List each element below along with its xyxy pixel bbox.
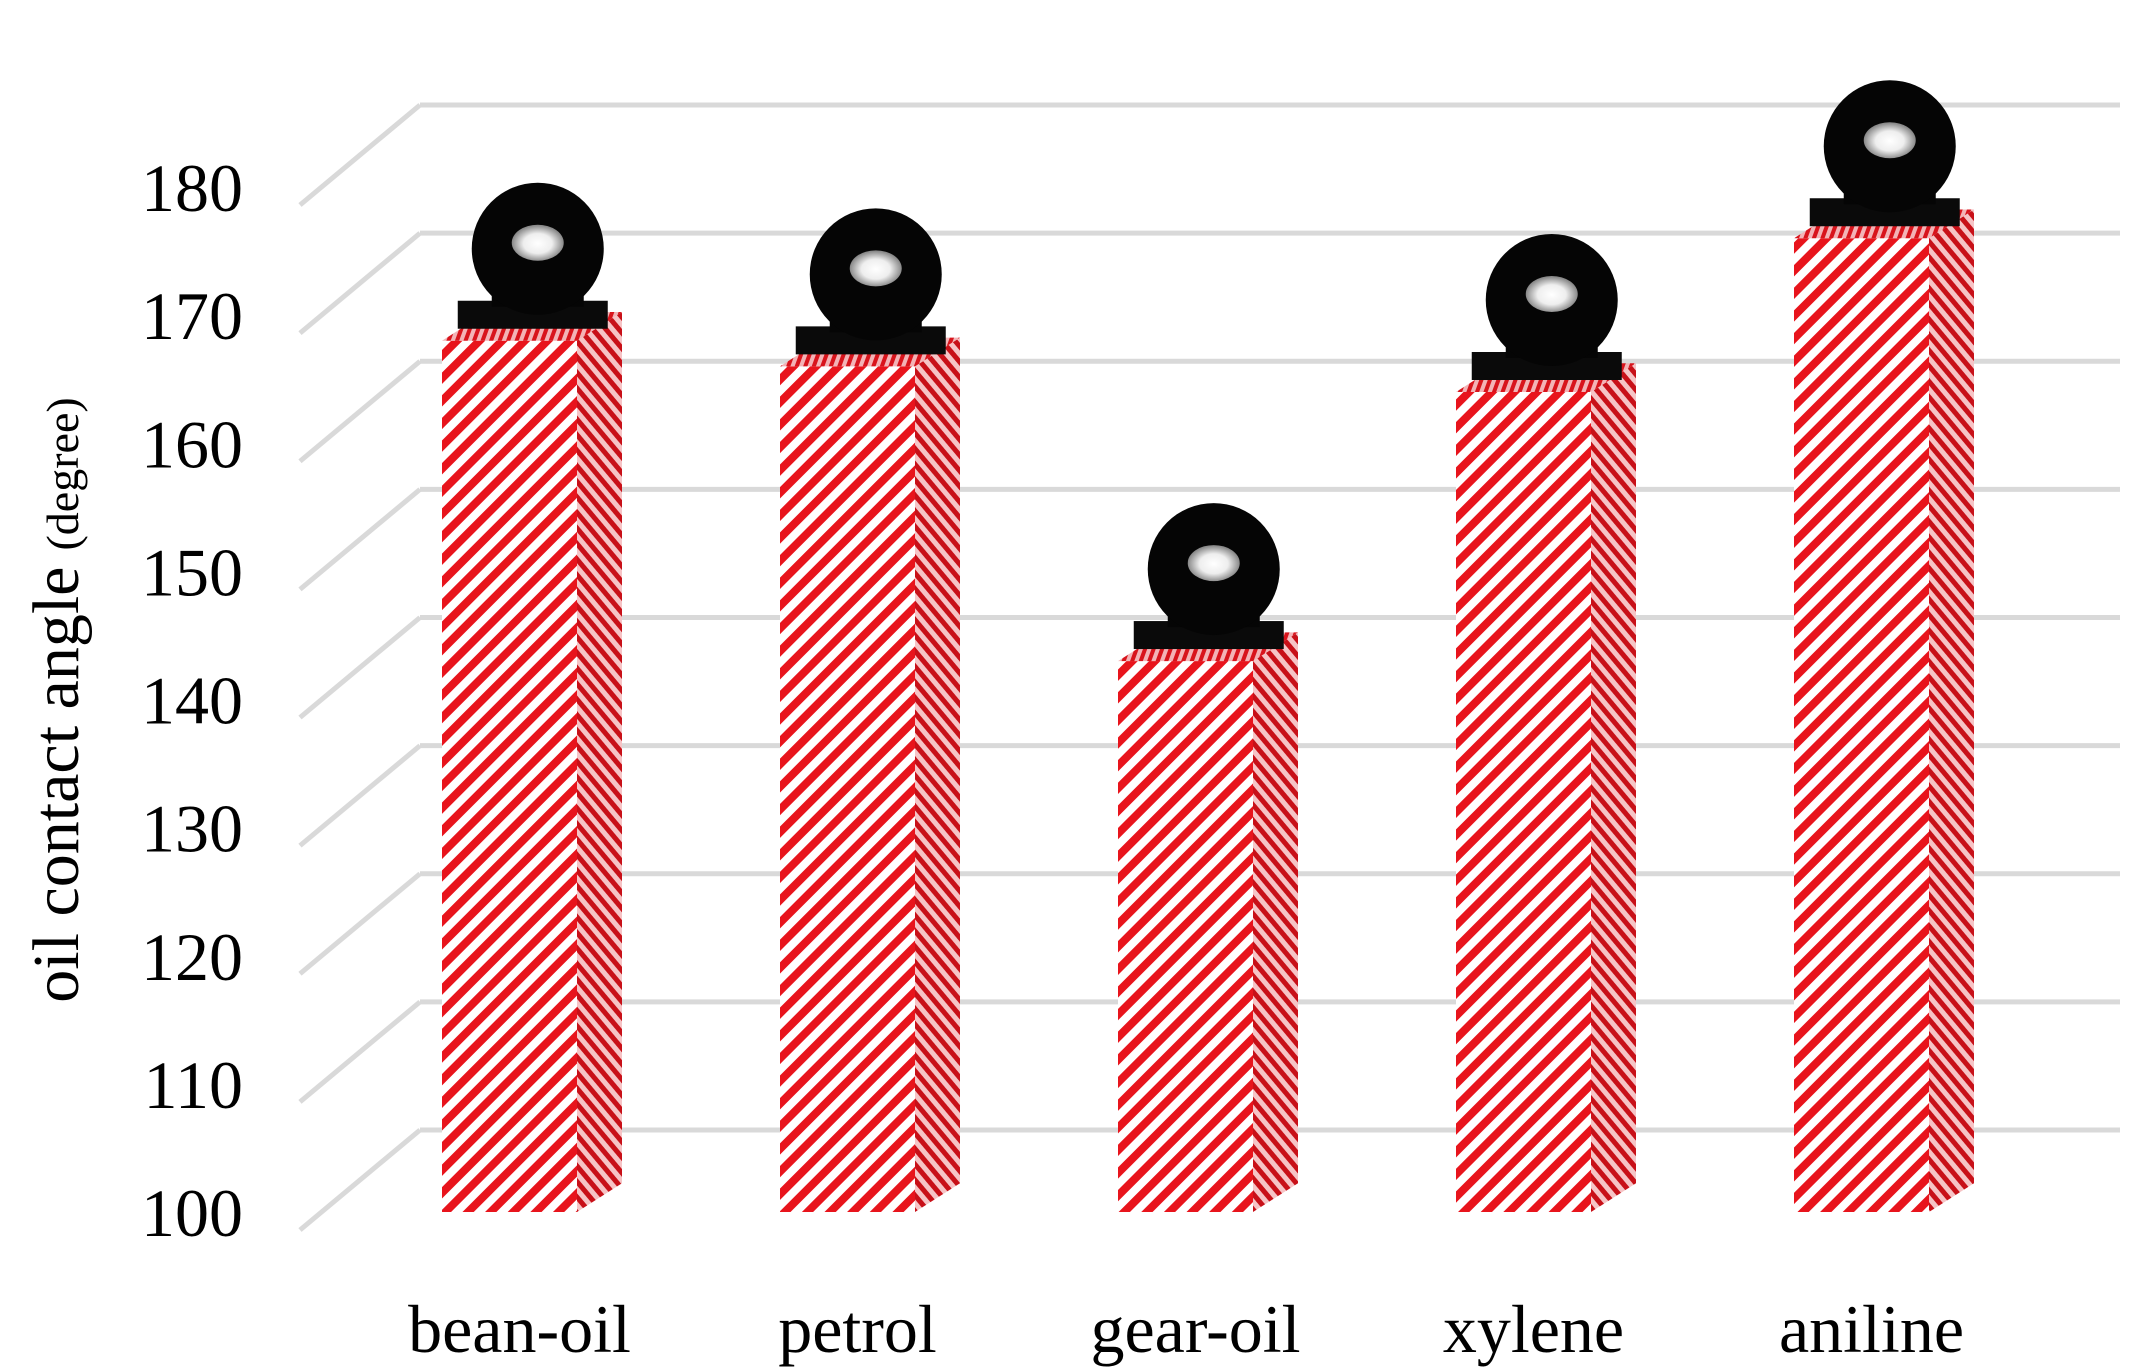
gridline-floor-110 (298, 999, 422, 1104)
bar-petrol (780, 337, 960, 1212)
y-tick-label-150: 150 (141, 534, 243, 610)
y-tick-label-160: 160 (141, 406, 243, 482)
bar-front-bean-oil (442, 340, 577, 1212)
bar-front-aniline (1794, 238, 1929, 1212)
y-tick-label-170: 170 (141, 278, 243, 354)
droplet-image-bean-oil (457, 182, 608, 329)
bar-side-petrol (915, 337, 960, 1212)
y-tick-label-140: 140 (141, 663, 243, 739)
x-tick-label-bean-oil: bean-oil (408, 1291, 631, 1367)
x-tick-label-aniline: aniline (1779, 1291, 1964, 1367)
x-tick-label-gear-oil: gear-oil (1090, 1291, 1300, 1367)
bar-xylene (1456, 363, 1636, 1212)
y-tick-label-100: 100 (141, 1175, 243, 1251)
gridline-floor-180 (298, 103, 422, 207)
y-tick-label-130: 130 (141, 791, 243, 867)
bar-gear-oil (1118, 632, 1298, 1212)
y-tick-label-180: 180 (141, 150, 243, 226)
x-tick-label-petrol: petrol (778, 1291, 937, 1367)
droplet-image-petrol (795, 208, 946, 355)
y-axis-ticks: 100 110 120 130 140 150 160 170 180 (141, 150, 243, 1251)
bar-side-gear-oil (1253, 632, 1298, 1212)
bar-front-gear-oil (1118, 661, 1253, 1212)
droplet-image-aniline (1809, 80, 1960, 227)
y-tick-label-110: 110 (144, 1047, 243, 1123)
droplet-image-gear-oil (1133, 503, 1284, 650)
bar-side-bean-oil (577, 312, 622, 1212)
gridline-floor-140 (298, 615, 422, 720)
gridline-floor-170 (298, 231, 422, 336)
droplet-images (457, 80, 1960, 650)
y-axis-title: oil contact angle (degree) (20, 397, 93, 1002)
bar-bean-oil (442, 312, 622, 1212)
bar-aniline (1794, 209, 1974, 1213)
droplet-image-xylene (1471, 234, 1622, 380)
gridline-floor-150 (298, 487, 422, 592)
y-axis-title-main: oil contact angle (20, 567, 93, 1003)
bar-front-xylene (1456, 392, 1591, 1212)
bar-front-petrol (780, 366, 915, 1212)
gridline-floor-160 (298, 359, 422, 464)
bar-side-xylene (1591, 363, 1636, 1212)
gridline-floor-100 (298, 1128, 422, 1232)
x-axis-categories: bean-oil petrol gear-oil xylene aniline (408, 1291, 1964, 1367)
bar-side-aniline (1929, 209, 1974, 1213)
gridline-floor-120 (298, 871, 422, 976)
x-tick-label-xylene: xylene (1443, 1291, 1624, 1367)
y-tick-label-120: 120 (141, 919, 243, 995)
y-axis-title-unit: (degree) (37, 397, 88, 550)
gridline-floor-130 (298, 743, 422, 848)
